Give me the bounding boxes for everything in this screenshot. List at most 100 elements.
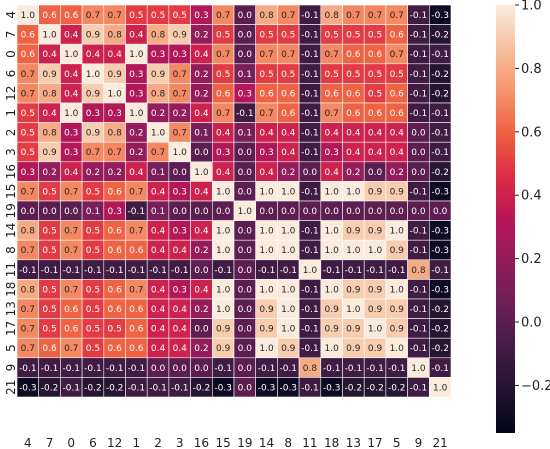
cell-value-label: 0.9 — [346, 344, 361, 354]
cell-value-label: 0.7 — [86, 148, 100, 158]
cell-value-label: -0.2 — [431, 344, 449, 354]
cell-value-label: 0.0 — [238, 11, 253, 21]
cell-value-label: -0.3 — [214, 383, 232, 393]
cell-value-label: -0.3 — [323, 383, 341, 393]
cell-value-label: 0.7 — [324, 109, 338, 119]
cell-value-label: 0.2 — [129, 129, 143, 139]
cell-value-label: -0.1 — [301, 325, 319, 335]
x-tick-label: 16 — [194, 436, 209, 449]
cell-value-label: 0.4 — [194, 50, 209, 60]
cell-value-label: 0.0 — [238, 383, 253, 393]
cell-value-label: -0.1 — [345, 266, 363, 276]
cell-value-label: 1.0 — [324, 227, 339, 237]
colorbar-tick-label: −0.2 — [521, 379, 550, 394]
cell-value-label: 0.5 — [346, 70, 360, 80]
cell-value-label: 0.4 — [173, 305, 188, 315]
cell-value-label: 0.4 — [151, 285, 166, 295]
cell-value-label: -0.2 — [431, 89, 449, 99]
cell-value-label: -0.3 — [431, 227, 449, 237]
cell-value-label: 0.4 — [194, 187, 209, 197]
cell-value-label: 1.0 — [64, 109, 79, 119]
cell-value-label: 0.4 — [151, 187, 166, 197]
cell-value-label: 0.6 — [64, 325, 79, 335]
y-tick-label: 11 — [4, 262, 18, 277]
cell-value-label: -0.1 — [410, 285, 428, 295]
cell-value-label: -0.2 — [345, 383, 363, 393]
cell-value-label: 0.5 — [216, 31, 230, 41]
cell-value-label: 0.4 — [324, 129, 339, 139]
cell-value-label: 0.9 — [346, 227, 361, 237]
cell-value-label: -0.1 — [301, 148, 319, 158]
cell-value-label: 0.5 — [86, 246, 100, 256]
cell-value-label: -0.1 — [301, 305, 319, 315]
cell-value-label: 0.4 — [173, 325, 188, 335]
cell-value-label: 0.1 — [238, 129, 252, 139]
cell-value-label: 0.6 — [281, 109, 296, 119]
cell-value-label: 0.9 — [324, 305, 339, 315]
cell-value-label: -0.1 — [301, 129, 319, 139]
cell-value-label: -0.1 — [106, 364, 124, 374]
cell-value-label: 0.5 — [324, 70, 338, 80]
cell-value-label: 0.4 — [346, 148, 361, 158]
cell-value-label: 0.6 — [281, 89, 296, 99]
heatmap-cells — [16, 4, 452, 398]
cell-value-label: -0.1 — [301, 109, 319, 119]
x-tick-label: 21 — [433, 436, 448, 449]
cell-value-label: -0.2 — [388, 383, 406, 393]
x-axis-ticks: 4 7 0 6 12 1 2 3 16 15 19 14 8 11 18 13 17 5 9 21 — [24, 436, 448, 449]
cell-value-label: 0.7 — [173, 129, 187, 139]
x-tick-label: 19 — [237, 436, 252, 449]
cell-value-label: 0.3 — [86, 109, 100, 119]
cell-value-label: 0.0 — [194, 266, 209, 276]
cell-value-label: 1.0 — [281, 305, 296, 315]
cell-value-label: 0.5 — [129, 11, 143, 21]
cell-value-label: -0.2 — [431, 168, 449, 178]
cell-value-label: 1.0 — [281, 187, 296, 197]
cell-value-label: 1.0 — [194, 168, 209, 178]
cell-value-label: 0.5 — [86, 187, 100, 197]
cell-value-label: 1.0 — [129, 109, 144, 119]
cell-value-label: -0.1 — [301, 383, 319, 393]
cell-value-label: 0.3 — [173, 285, 187, 295]
cell-value-label: 0.5 — [173, 11, 187, 21]
cell-value-label: -0.3 — [431, 187, 449, 197]
cell-value-label: 0.6 — [390, 31, 405, 41]
y-tick-label: 0 — [4, 50, 18, 58]
x-tick-label: 3 — [176, 436, 184, 449]
cell-value-label: -0.1 — [41, 364, 59, 374]
y-tick-label: 7 — [4, 31, 18, 39]
cell-value-label: 0.5 — [42, 227, 56, 237]
cell-value-label: 0.7 — [216, 11, 230, 21]
cell-value-label: 0.3 — [216, 148, 230, 158]
cell-value-label: -0.1 — [301, 187, 319, 197]
cell-value-label: -0.3 — [279, 383, 297, 393]
cell-value-label: 1.0 — [107, 89, 122, 99]
cell-value-label: 0.2 — [281, 168, 295, 178]
cell-value-label: 0.7 — [64, 344, 78, 354]
cell-value-label: 0.6 — [64, 11, 79, 21]
y-tick-label: 3 — [4, 148, 18, 156]
cell-value-label: 1.0 — [390, 227, 405, 237]
cell-value-label: 1.0 — [86, 70, 101, 80]
cell-value-label: -0.1 — [171, 383, 189, 393]
cell-value-label: 0.8 — [303, 364, 318, 374]
cell-value-label: 0.8 — [107, 129, 122, 139]
cell-value-label: 1.0 — [324, 246, 339, 256]
cell-value-label: 0.9 — [368, 344, 383, 354]
cell-value-label: 0.6 — [107, 246, 122, 256]
cell-value-label: 0.9 — [390, 305, 405, 315]
x-tick-label: 12 — [107, 436, 122, 449]
cell-value-label: 0.7 — [21, 70, 35, 80]
cell-value-label: 0.2 — [194, 31, 208, 41]
cell-value-label: -0.2 — [106, 383, 124, 393]
cell-value-label: 0.7 — [86, 11, 100, 21]
cell-value-label: 0.7 — [21, 246, 35, 256]
cell-value-label: 0.9 — [390, 325, 405, 335]
cell-value-label: 0.0 — [368, 168, 383, 178]
cell-value-label: -0.1 — [128, 207, 146, 217]
cell-value-label: 0.7 — [64, 285, 78, 295]
cell-value-label: 0.9 — [281, 344, 296, 354]
cell-value-label: 0.0 — [173, 168, 188, 178]
cell-value-label: 0.0 — [238, 266, 253, 276]
